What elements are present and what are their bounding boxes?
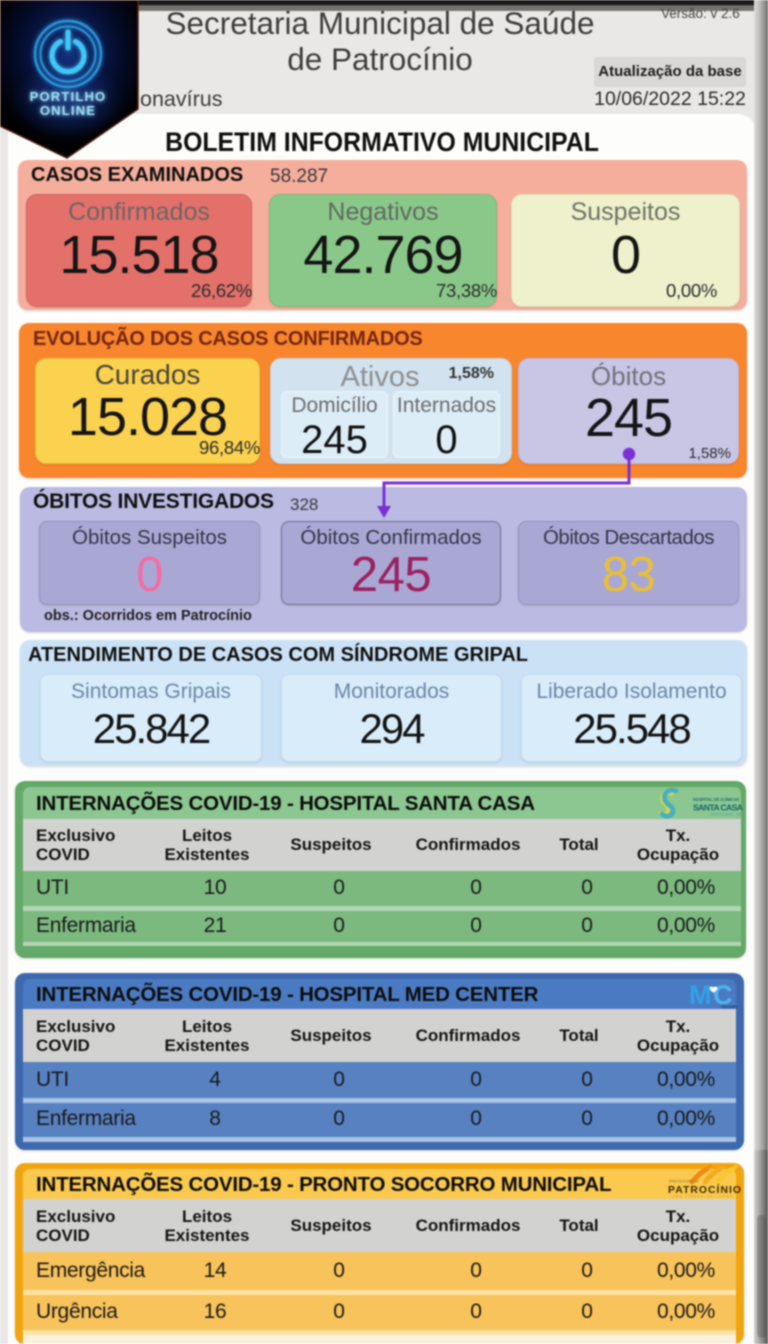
svg-text:MED CENTER: MED CENTER	[721, 1005, 738, 1009]
svg-text:PATROCÍNIO: PATROCÍNIO	[668, 1183, 741, 1196]
svg-text:C: C	[713, 980, 733, 1009]
svg-text:ONLINE: ONLINE	[40, 103, 96, 118]
svg-text:UMA CIDADE DE TODOS: UMA CIDADE DE TODOS	[672, 1195, 732, 1199]
svg-text:PREFEITURA DE: PREFEITURA DE	[669, 1180, 700, 1184]
svg-text:PATROCÍNIO - MG: PATROCÍNIO - MG	[710, 812, 743, 817]
svg-text:PORTILHO: PORTILHO	[30, 89, 107, 104]
svg-text:HOSPITAL DE CLÍNICAS: HOSPITAL DE CLÍNICAS	[693, 797, 739, 802]
svg-text:M: M	[689, 980, 712, 1009]
svg-text:SANTA CASA: SANTA CASA	[693, 803, 743, 813]
